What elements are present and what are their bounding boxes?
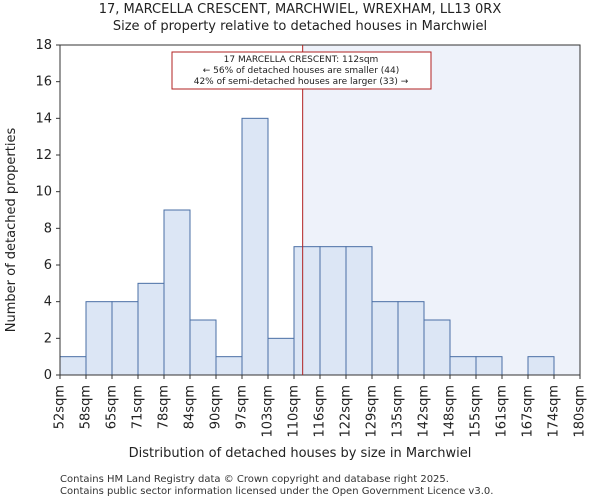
- y-tick-label: 8: [44, 221, 52, 236]
- y-tick-label: 6: [44, 258, 52, 273]
- x-tick-label: 71sqm: [131, 385, 146, 429]
- y-tick-label: 16: [35, 75, 52, 90]
- bar: [189, 319, 217, 376]
- x-tick-label: 180sqm: [573, 385, 588, 438]
- annotation-line-3: 42% of semi-detached houses are larger (…: [194, 77, 409, 87]
- chart-title: 17, MARCELLA CRESCENT, MARCHWIEL, WREXHA…: [99, 2, 502, 17]
- x-tick-label: 116sqm: [313, 385, 328, 438]
- x-axis-label: Distribution of detached houses by size …: [129, 446, 472, 461]
- bar: [475, 356, 503, 376]
- y-tick-label: 2: [44, 331, 52, 346]
- x-tick-label: 52sqm: [53, 385, 68, 429]
- x-tick-label: 167sqm: [521, 385, 536, 438]
- x-tick-label: 155sqm: [469, 385, 484, 438]
- x-tick-label: 148sqm: [443, 385, 458, 438]
- x-tick-label: 78sqm: [157, 385, 172, 429]
- bar: [527, 356, 555, 376]
- bar: [137, 282, 165, 376]
- annotation-border: [171, 51, 432, 90]
- bar: [345, 246, 373, 376]
- x-tick-label: 135sqm: [391, 385, 406, 438]
- chart-subtitle: Size of property relative to detached ho…: [113, 19, 487, 34]
- annotation-line-1: 17 MARCELLA CRESCENT: 112sqm: [224, 55, 379, 65]
- bar: [241, 117, 269, 376]
- x-tick-label: 110sqm: [287, 385, 302, 438]
- bar: [449, 356, 477, 376]
- x-tick-label: 65sqm: [105, 385, 120, 429]
- x-tick-label: 103sqm: [261, 385, 276, 438]
- bar: [215, 356, 243, 376]
- x-tick-label: 122sqm: [339, 385, 354, 438]
- y-tick-label: 0: [44, 368, 52, 383]
- x-tick-label: 90sqm: [209, 385, 224, 429]
- y-axis-label: Number of detached properties: [4, 128, 19, 333]
- bar: [267, 337, 295, 376]
- y-tick-label: 12: [35, 148, 52, 163]
- x-tick-label: 142sqm: [417, 385, 432, 438]
- bar: [59, 356, 87, 376]
- bar: [163, 209, 191, 376]
- bar: [85, 301, 113, 376]
- x-tick-label: 84sqm: [183, 385, 198, 429]
- y-tick-label: 10: [35, 185, 52, 200]
- x-tick-label: 161sqm: [495, 385, 510, 438]
- footer-line-2: Contains public sector information licen…: [60, 486, 493, 497]
- y-tick-label: 18: [35, 38, 52, 53]
- x-tick-label: 97sqm: [235, 385, 250, 429]
- bar: [371, 301, 399, 376]
- bar: [319, 246, 347, 376]
- y-tick-label: 4: [44, 295, 52, 310]
- plot-area: 0 2 4 6 8 10 12 14 16 18 52sqm 58sqm 65sqm 71sqm 78sqm…: [35, 38, 587, 438]
- x-tick-label: 129sqm: [365, 385, 380, 438]
- annotation-box: 17 MARCELLA CRESCENT: 112sqm ← 56% of de…: [171, 51, 432, 90]
- x-tick-label: 58sqm: [79, 385, 94, 429]
- x-tick-label: 174sqm: [547, 385, 562, 438]
- bar: [293, 246, 321, 376]
- bar: [397, 301, 425, 376]
- bar: [111, 301, 139, 376]
- annotation-line-2: ← 56% of detached houses are smaller (44…: [203, 66, 400, 76]
- bar: [423, 319, 451, 376]
- y-tick-label: 14: [35, 111, 52, 126]
- footer-line-1: Contains HM Land Registry data © Crown c…: [60, 474, 449, 485]
